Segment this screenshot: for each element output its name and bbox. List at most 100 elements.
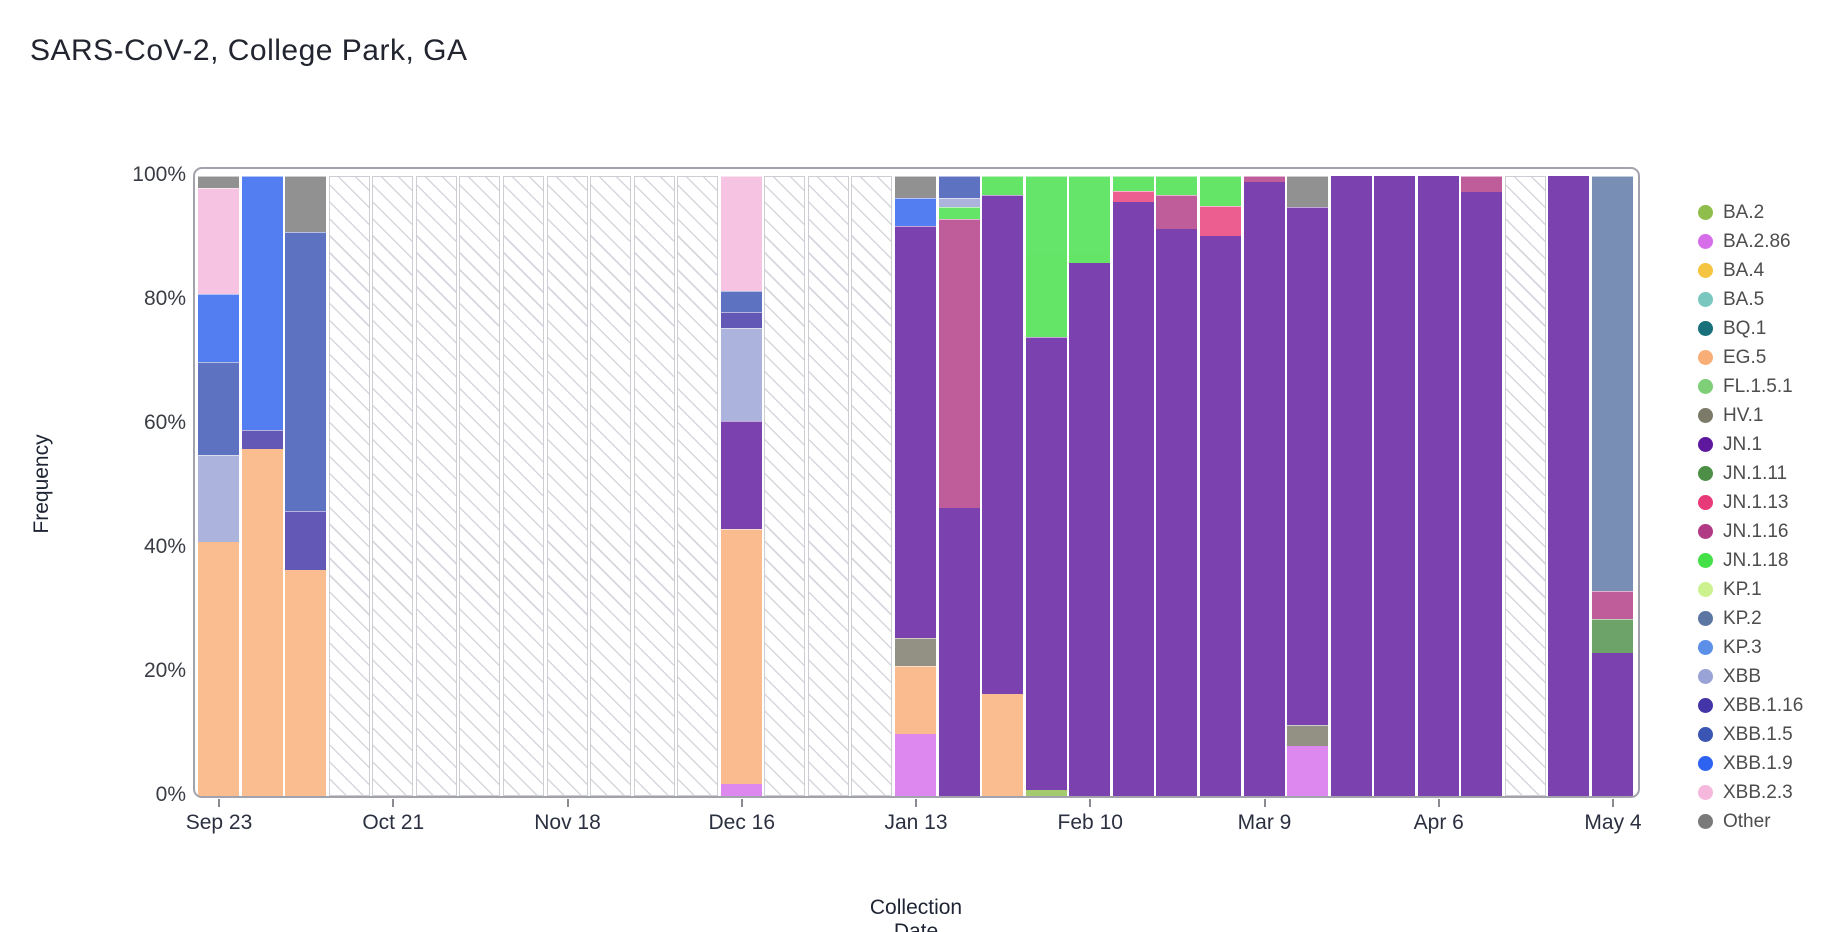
- bar-segment-eg-5[interactable]: [285, 569, 327, 796]
- bar-segment-xbb[interactable]: [198, 455, 239, 542]
- bar-segment-other[interactable]: [895, 176, 936, 198]
- legend-item-ba-2[interactable]: BA.2: [1698, 198, 1803, 227]
- bar-segment-xbb-2-3[interactable]: [720, 176, 762, 291]
- bar-segment-ba-2-86[interactable]: [720, 783, 762, 796]
- bar-segment-jn-1[interactable]: [895, 225, 936, 638]
- bar-segment-ba-2[interactable]: [1025, 789, 1067, 796]
- bar-segment-jn-1[interactable]: [1461, 191, 1503, 796]
- legend-item-bq-1[interactable]: BQ.1: [1698, 314, 1803, 343]
- x-axis-title: Collection Date: [869, 896, 963, 932]
- bar-segment-jn-1[interactable]: [1112, 202, 1154, 796]
- bar-segment-jn-1-18[interactable]: [1199, 176, 1241, 206]
- legend-swatch-icon: [1698, 321, 1713, 336]
- x-tick-mark: [1089, 799, 1092, 807]
- legend-item-jn-1[interactable]: JN.1: [1698, 430, 1803, 459]
- bar-segment-kp-2[interactable]: [1592, 176, 1633, 592]
- bar-segment-jn-1-18[interactable]: [938, 207, 980, 220]
- legend-swatch-icon: [1698, 727, 1713, 742]
- bar-segment-jn-1[interactable]: [1156, 228, 1198, 796]
- bar-segment-xbb[interactable]: [720, 327, 762, 421]
- bar-segment-eg-5[interactable]: [241, 448, 283, 796]
- bar-segment-hv-1[interactable]: [1287, 724, 1329, 747]
- legend-item-hv-1[interactable]: HV.1: [1698, 401, 1803, 430]
- legend-item-jn-1-11[interactable]: JN.1.11: [1698, 459, 1803, 488]
- bar-segment-jn-1-13[interactable]: [1112, 190, 1154, 203]
- bar-segment-jn-1-16[interactable]: [1243, 176, 1285, 183]
- x-tick-label: May 4: [1584, 811, 1642, 834]
- legend-item-ba-5[interactable]: BA.5: [1698, 285, 1803, 314]
- bar-segment-jn-1-11[interactable]: [1592, 619, 1633, 654]
- bar-segment-other[interactable]: [1287, 176, 1329, 207]
- bar-segment-xbb-1-5[interactable]: [720, 290, 762, 313]
- bar-segment-jn-1-16[interactable]: [1156, 194, 1198, 229]
- legend-item-ba-2-86[interactable]: BA.2.86: [1698, 227, 1803, 256]
- legend-item-fl-1-5-1[interactable]: FL.1.5.1: [1698, 372, 1803, 401]
- legend-swatch-icon: [1698, 611, 1713, 626]
- bar-segment-xbb-1-5[interactable]: [285, 231, 327, 511]
- bar-segment-xbb-1-16[interactable]: [241, 430, 283, 449]
- legend-item-kp-2[interactable]: KP.2: [1698, 604, 1803, 633]
- legend-item-xbb-1-5[interactable]: XBB.1.5: [1698, 720, 1803, 749]
- bar-segment-xbb-1-16[interactable]: [720, 312, 762, 328]
- legend-item-jn-1-16[interactable]: JN.1.16: [1698, 517, 1803, 546]
- bar-segment-jn-1-16[interactable]: [1461, 176, 1503, 192]
- bar-segment-hv-1[interactable]: [895, 637, 936, 666]
- legend-item-kp-1[interactable]: KP.1: [1698, 575, 1803, 604]
- bar-segment-jn-1[interactable]: [1374, 176, 1416, 796]
- bar-segment-eg-5[interactable]: [982, 693, 1024, 796]
- bar-segment-jn-1[interactable]: [1243, 182, 1285, 796]
- bar-segment-jn-1[interactable]: [1199, 235, 1241, 796]
- legend-item-xbb-1-9[interactable]: XBB.1.9: [1698, 749, 1803, 778]
- legend-item-ba-4[interactable]: BA.4: [1698, 256, 1803, 285]
- legend-item-xbb[interactable]: XBB: [1698, 662, 1803, 691]
- bar-segment-other[interactable]: [285, 176, 327, 232]
- bar-segment-xbb-1-5[interactable]: [198, 362, 239, 455]
- bar-segment-eg-5[interactable]: [720, 529, 762, 784]
- bar-segment-xbb-1-9[interactable]: [241, 176, 283, 431]
- bar-segment-jn-1[interactable]: [938, 507, 980, 796]
- bar-segment-xbb-1-9[interactable]: [895, 197, 936, 226]
- legend-item-other[interactable]: Other: [1698, 807, 1803, 836]
- bar-segment-xbb-1-5[interactable]: [938, 176, 980, 198]
- bar-segment-xbb[interactable]: [938, 197, 980, 207]
- bar-segment-jn-1[interactable]: [982, 194, 1024, 694]
- bar-feb-10: [1069, 176, 1111, 796]
- bar-segment-xbb-1-9[interactable]: [198, 293, 239, 362]
- bar-segment-xbb-2-3[interactable]: [198, 188, 239, 294]
- bar-mar-16: [1287, 176, 1329, 796]
- legend-label: KP.2: [1723, 607, 1762, 629]
- bar-segment-jn-1-18[interactable]: [1156, 176, 1198, 195]
- bar-segment-jn-1[interactable]: [1069, 262, 1111, 796]
- x-tick-label: Mar 9: [1237, 811, 1292, 834]
- bar-segment-eg-5[interactable]: [198, 541, 239, 796]
- bar-segment-eg-5[interactable]: [895, 665, 936, 734]
- bar-segment-jn-1[interactable]: [1287, 207, 1329, 725]
- legend-swatch-icon: [1698, 466, 1713, 481]
- bar-segment-jn-1-18[interactable]: [982, 176, 1024, 195]
- bar-segment-jn-1-13[interactable]: [1199, 205, 1241, 236]
- legend-item-xbb-1-16[interactable]: XBB.1.16: [1698, 691, 1803, 720]
- bar-segment-ba-2-86[interactable]: [895, 734, 936, 796]
- bar-segment-ba-2-86[interactable]: [1287, 746, 1329, 796]
- bar-segment-jn-1-18[interactable]: [1112, 176, 1154, 191]
- bar-segment-jn-1-18[interactable]: [1025, 176, 1067, 338]
- legend-item-jn-1-13[interactable]: JN.1.13: [1698, 488, 1803, 517]
- bar-segment-xbb-1-16[interactable]: [285, 510, 327, 570]
- bar-segment-jn-1-18[interactable]: [1069, 176, 1111, 263]
- bar-segment-other[interactable]: [198, 176, 239, 189]
- bar-segment-jn-1[interactable]: [1025, 337, 1067, 790]
- bar-segment-jn-1[interactable]: [1548, 176, 1590, 796]
- legend-item-eg-5[interactable]: EG.5: [1698, 343, 1803, 372]
- legend-item-jn-1-18[interactable]: JN.1.18: [1698, 546, 1803, 575]
- legend-item-kp-3[interactable]: KP.3: [1698, 633, 1803, 662]
- legend-swatch-icon: [1698, 553, 1713, 568]
- bar-segment-jn-1[interactable]: [1330, 176, 1372, 796]
- bar-segment-jn-1-16[interactable]: [1592, 591, 1633, 620]
- bar-segment-jn-1[interactable]: [720, 420, 762, 530]
- bar-segment-jn-1-16[interactable]: [938, 219, 980, 508]
- bar-segment-jn-1[interactable]: [1417, 176, 1459, 796]
- legend-item-xbb-2-3[interactable]: XBB.2.3: [1698, 778, 1803, 807]
- bar-segment-jn-1[interactable]: [1592, 653, 1633, 796]
- bar-may-4: [1592, 176, 1633, 796]
